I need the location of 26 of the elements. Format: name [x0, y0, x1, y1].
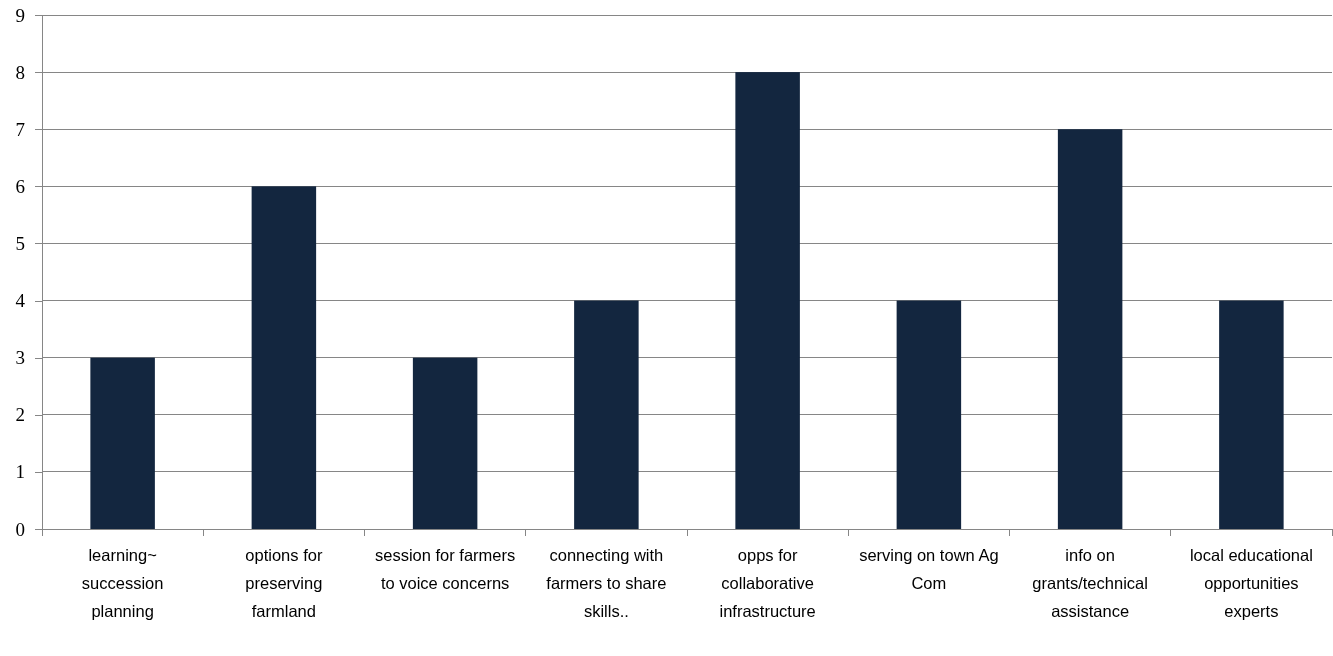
bar: [1219, 300, 1284, 529]
x-tick-label: learning~ succession planning: [81, 546, 164, 620]
y-tick-label: 4: [15, 290, 26, 312]
bar: [90, 357, 155, 529]
y-tick-label: 0: [15, 518, 25, 540]
y-tick-label: 7: [15, 118, 25, 140]
bar: [251, 186, 317, 529]
y-tick-label: 9: [15, 4, 25, 26]
y-tick-label: 2: [15, 404, 25, 426]
bar: [735, 72, 800, 529]
bar: [896, 300, 962, 529]
y-tick-label: 1: [15, 461, 25, 483]
x-tick-label: serving on town Ag Com: [859, 546, 999, 592]
y-tick-label: 6: [15, 175, 25, 197]
x-tick-label: local educational opportunities experts: [1189, 546, 1313, 620]
bar: [574, 300, 639, 529]
x-tick-label: opps for collaborative infrastructure: [719, 546, 816, 620]
y-tick-label: 8: [15, 61, 25, 83]
x-tick-label: info on grants/technical assistance: [1032, 546, 1148, 620]
y-tick-label: 5: [15, 233, 25, 255]
y-tick-label: 3: [15, 347, 25, 369]
x-tick-label: session for farmers to voice concerns: [374, 546, 516, 592]
bar: [1057, 129, 1123, 529]
bar: [412, 357, 478, 529]
x-tick-label: connecting with farmers to share skills..: [546, 546, 667, 620]
x-tick-label: options for preserving farmland: [245, 546, 323, 620]
